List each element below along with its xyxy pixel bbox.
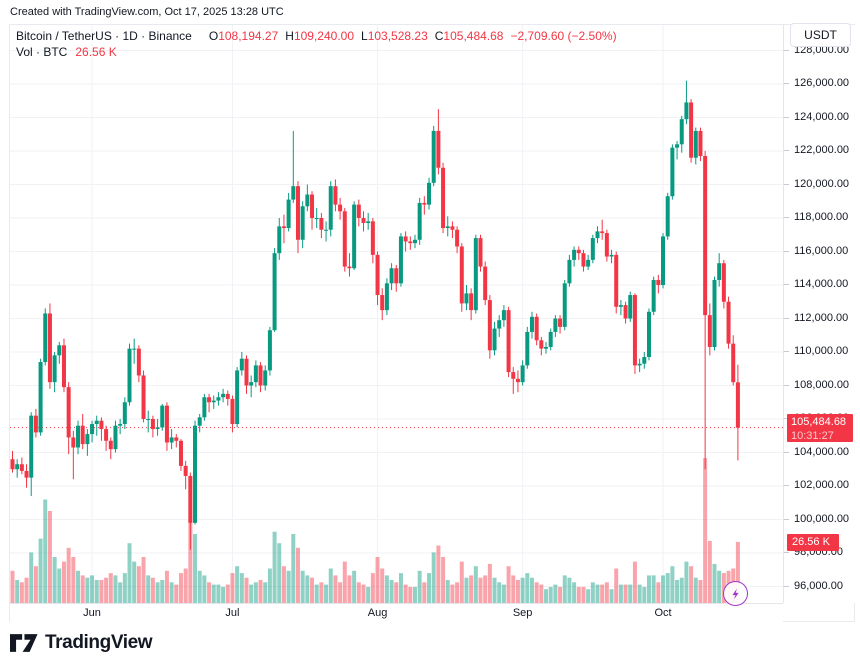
price-axis-label: 124,000.00 — [783, 110, 850, 123]
price-axis-label: 114,000.00 — [783, 278, 849, 290]
price-axis-label: 108,000.00 — [783, 378, 850, 391]
tradingview-logo-text: TradingView — [45, 632, 153, 653]
price-axis-label: 102,000.00 — [783, 479, 850, 491]
currency-button[interactable]: USDT — [790, 23, 851, 47]
price-axis-label: 104,000.00 — [783, 445, 850, 458]
chart-canvas[interactable] — [10, 25, 783, 603]
tradingview-logo-icon — [10, 634, 38, 652]
price-axis-label: 122,000.00 — [783, 144, 850, 156]
flash-button[interactable] — [723, 581, 748, 606]
price-axis-label: 126,000.00 — [783, 77, 850, 89]
price-axis-label: 112,000.00 — [783, 311, 849, 324]
price-axis-label: 118,000.00 — [783, 211, 849, 223]
volume-value: 26.56 K — [75, 45, 117, 59]
last-price-badge: 105,484.68 10:31:27 — [787, 413, 853, 442]
symbol-title[interactable]: Bitcoin / TetherUS · 1D · Binance — [16, 29, 192, 43]
time-axis-label: Jul — [225, 607, 240, 619]
time-axis-label: Oct — [654, 607, 672, 619]
volume-badge: 26.56 K — [787, 533, 839, 551]
volume-label: Vol · BTC — [16, 45, 68, 59]
price-axis-label: 120,000.00 — [783, 177, 850, 190]
bar-countdown: 10:31:27 — [791, 429, 834, 442]
chart-widget: Bitcoin / TetherUS · 1D · Binance O108,19… — [9, 23, 856, 624]
symbol-legend: Bitcoin / TetherUS · 1D · Binance O108,19… — [16, 28, 617, 60]
price-axis-label: 116,000.00 — [783, 244, 849, 257]
last-price-value: 105,484.68 — [791, 415, 847, 428]
lightning-icon — [732, 587, 739, 600]
attribution-text: Created with TradingView.com, Oct 17, 20… — [10, 6, 284, 18]
ohlc-values: O108,194.27 H109,240.00 L103,528.23 C105,48… — [208, 29, 504, 43]
price-axis[interactable]: USDT 128,000.00 126,000.00 124,000.00 122,0… — [783, 23, 856, 603]
price-axis-label: 110,000.00 — [783, 345, 849, 357]
time-axis-label: Sep — [512, 607, 533, 619]
price-axis-label: 100,000.00 — [783, 512, 850, 525]
price-axis-label: 96,000.00 — [784, 579, 843, 592]
change-value: −2,709.60 (−2.50%) — [510, 29, 617, 43]
time-axis-label: Aug — [367, 607, 388, 619]
tradingview-logo[interactable]: TradingView — [10, 632, 153, 654]
time-axis[interactable]: Jun Jul Aug Sep Oct — [10, 603, 783, 624]
time-axis-label: Jun — [83, 607, 101, 619]
